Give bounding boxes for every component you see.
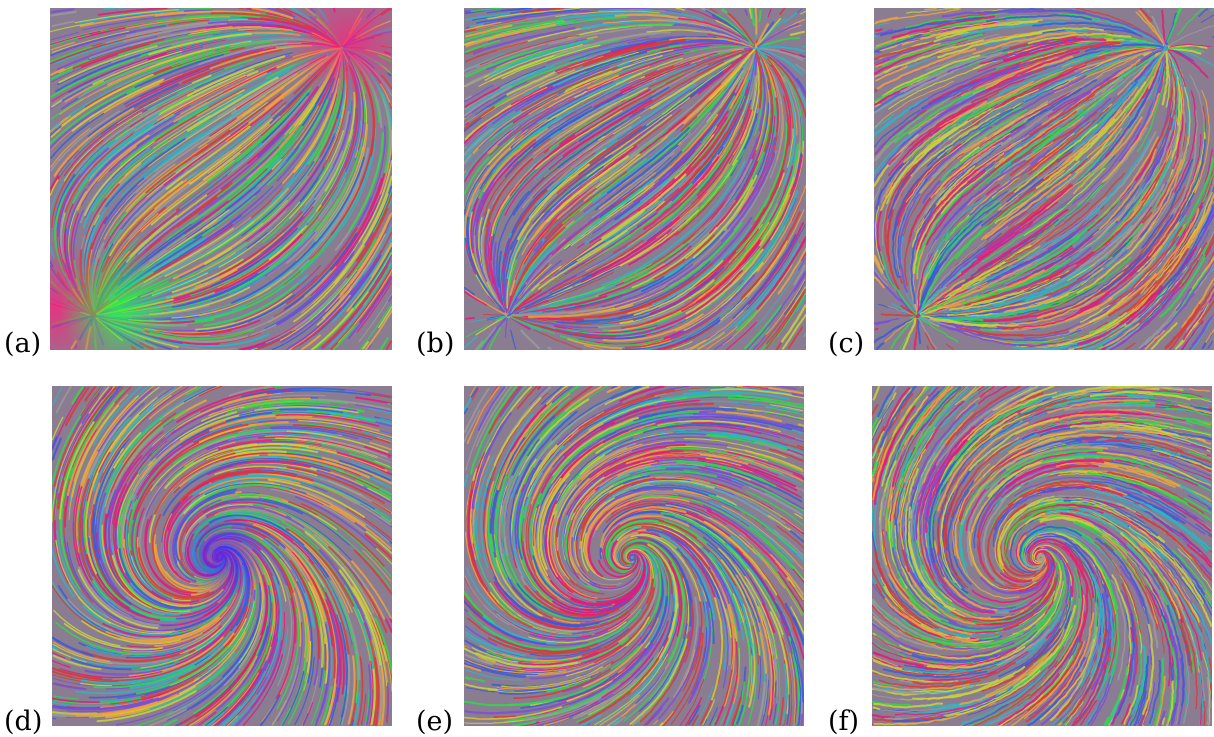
streamline (1211, 9, 1213, 10)
flow-field-image-e (464, 386, 804, 726)
flow-field-image-c (874, 8, 1214, 350)
streamline (1207, 455, 1210, 456)
streamline (1204, 702, 1205, 726)
panel-label-c: (c) (828, 330, 864, 357)
streamline (875, 329, 877, 330)
streamline (756, 9, 757, 34)
streamline (388, 404, 391, 405)
panel-label-b: (b) (416, 330, 454, 357)
streamline (466, 27, 469, 28)
flow-field-image-d (52, 386, 392, 726)
streamline (1103, 348, 1106, 350)
streamline (538, 387, 540, 389)
streamline (803, 46, 806, 47)
streamline (799, 425, 804, 426)
flow-field-image-f (872, 386, 1212, 726)
streamline (759, 11, 760, 22)
critical-point-hotspot (177, 511, 267, 601)
flow-field-image-b (464, 8, 806, 350)
streamline (549, 347, 551, 349)
panel-label-f: (f) (828, 708, 859, 735)
flow-field-image-a (50, 8, 392, 350)
streamline (466, 318, 474, 319)
streamline (874, 36, 877, 37)
streamline (660, 724, 662, 726)
streamline (390, 619, 391, 622)
panel-label-e: (e) (416, 708, 453, 735)
panel-label-a: (a) (4, 330, 41, 357)
panel-label-d: (d) (4, 708, 42, 735)
